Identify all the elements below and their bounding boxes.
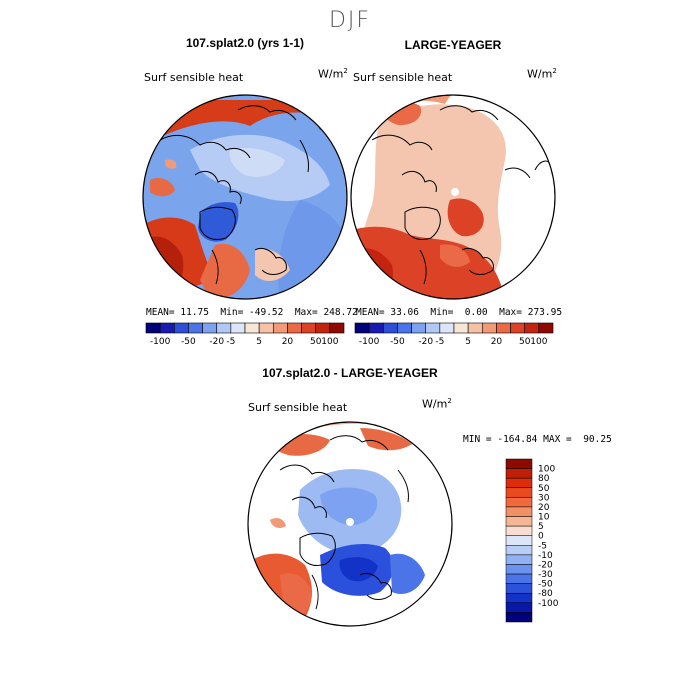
colorbar-swatch [505, 602, 533, 613]
colorbar-swatch [258, 322, 274, 334]
colorbar-tick-label: 5 [256, 337, 262, 347]
colorbar-tick-label: -80 [538, 589, 553, 599]
colorbar-tick-label: 0 [538, 532, 544, 542]
colorbar-tick-label: -100 [150, 337, 171, 347]
colorbar-swatch [505, 573, 533, 584]
colorbar-tick-label: 20 [282, 337, 294, 347]
colorbar-tick-label: 10 [538, 513, 550, 523]
map-obs-border [350, 94, 556, 300]
colorbar-swatch [188, 322, 203, 334]
colorbar-tick-label: -50 [181, 337, 196, 347]
variable-label-bottom: Surf sensible heat [248, 401, 348, 414]
colorbar-tick-label: 30 [538, 493, 550, 503]
colorbar-tick-label: 50 [519, 337, 531, 347]
season-title: DJF [328, 8, 372, 33]
colorbar-tick-label: 100 [530, 337, 547, 347]
colorbar-swatch [287, 322, 302, 334]
colorbar-tick-label: 5 [538, 522, 544, 532]
colorbar-swatch [411, 322, 427, 334]
colorbar-swatch [272, 322, 288, 334]
colorbar-swatch [505, 583, 533, 594]
colorbar-right: -100 -50 -20 -5 5 20 50 100 [354, 322, 554, 347]
colorbar-swatch [481, 322, 497, 334]
colorbar-left: -100 -50 -20 -5 5 20 50 100 [145, 322, 345, 347]
colorbar-swatch [505, 487, 533, 498]
colorbar-tick-label: -20 [418, 337, 433, 347]
colorbar-tick-label: -5 [226, 337, 235, 347]
colorbar-swatch [301, 322, 317, 334]
colorbar-swatch [505, 592, 533, 604]
colorbar-tick-label: 5 [465, 337, 471, 347]
colorbar-tick-label: 20 [491, 337, 503, 347]
colorbar-tick-label: -50 [390, 337, 405, 347]
colorbar-swatch [510, 322, 526, 334]
units-label-bottom: W/m2 [422, 397, 452, 411]
colorbar-tick-label: 100 [321, 337, 338, 347]
colorbar-swatch [382, 322, 398, 334]
colorbar-tick-label: -20 [538, 560, 553, 570]
map-model-border [142, 94, 348, 300]
colorbar-tick-label: 100 [538, 465, 555, 475]
colorbar-swatch [505, 564, 533, 575]
colorbar-swatch [244, 322, 260, 334]
colorbar-tick-label: -20 [209, 337, 224, 347]
colorbar-swatch [368, 322, 384, 334]
map-diff [248, 422, 452, 626]
panel-title-diff: 107.splat2.0 - LARGE-YEAGER [262, 366, 438, 380]
colorbar-swatch [397, 322, 412, 334]
variable-label-left: Surf sensible heat [144, 71, 244, 84]
colorbar-tick-label: -100 [359, 337, 380, 347]
colorbar-swatch [505, 477, 533, 489]
colorbar-swatch [202, 322, 218, 334]
colorbar-tick-label: 20 [538, 503, 550, 513]
colorbar-swatch [505, 535, 533, 546]
map-model [143, 95, 347, 299]
colorbar-swatch [439, 322, 455, 334]
colorbar-swatch [453, 322, 469, 334]
colorbar-swatch [505, 525, 533, 536]
colorbar-tick-label: -5 [538, 541, 547, 551]
colorbar-tick-label: 50 [538, 484, 550, 494]
colorbar-swatch [505, 468, 533, 479]
colorbar-swatch [505, 506, 533, 517]
stats-bottom: MIN = -164.84 MAX = 90.25 [463, 434, 612, 445]
colorbar-swatch [329, 322, 345, 334]
colorbar-swatch [524, 322, 540, 334]
colorbar-tick-label: -5 [435, 337, 444, 347]
map-obs [351, 95, 555, 299]
map-diff-border [247, 421, 453, 627]
colorbar-tick-label: 80 [538, 474, 550, 484]
colorbar-swatch [496, 322, 511, 334]
colorbar-swatch [145, 322, 161, 334]
stats-right: MEAN= 33.06 Min= 0.00 Max= 273.95 [356, 307, 563, 318]
panel-title-obs: LARGE-YEAGER [404, 38, 502, 52]
panel-title-model: 107.splat2.0 (yrs 1-1) [185, 36, 305, 50]
colorbar-tick-label: 50 [310, 337, 322, 347]
colorbar-swatch [315, 322, 331, 334]
variable-label-right: Surf sensible heat [353, 71, 453, 84]
stats-left: MEAN= 11.75 Min= -49.52 Max= 248.72 [146, 307, 358, 318]
colorbar-swatch [467, 322, 483, 334]
units-label-right: W/m2 [527, 67, 557, 81]
colorbar-swatch [505, 497, 533, 508]
colorbar-swatch [230, 322, 246, 334]
colorbar-swatch [173, 322, 189, 334]
colorbar-swatch [216, 322, 232, 334]
colorbar-swatch [505, 516, 533, 527]
colorbar-tick-label: -30 [538, 570, 553, 580]
colorbar-tick-label: -100 [538, 599, 559, 609]
colorbar-tick-label: -50 [538, 580, 553, 590]
colorbar-swatch [354, 322, 370, 334]
colorbar-tick-label: -10 [538, 551, 553, 561]
units-label-left: W/m2 [318, 67, 348, 81]
colorbar-swatch [505, 545, 533, 556]
colorbar-swatch [505, 612, 533, 623]
colorbar-swatch [425, 322, 441, 334]
colorbar-swatch [505, 458, 533, 469]
colorbar-swatch [538, 322, 554, 334]
colorbar-swatch [505, 554, 533, 565]
colorbar-swatch [159, 322, 175, 334]
